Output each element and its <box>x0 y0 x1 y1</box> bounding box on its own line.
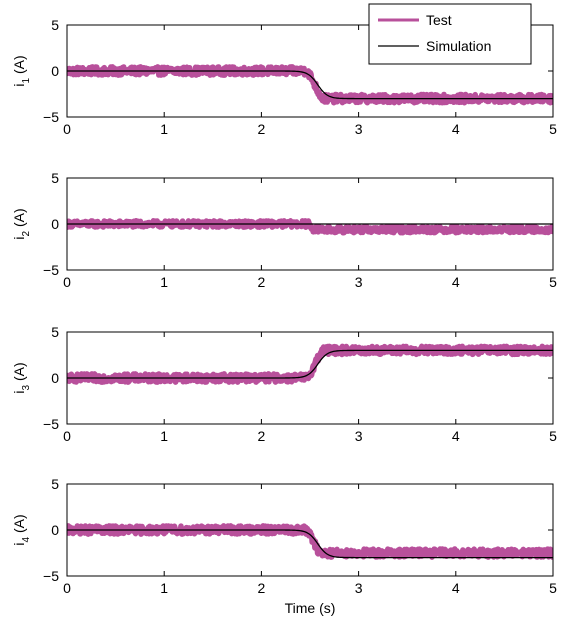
y-label-base: i <box>11 543 27 546</box>
x-axis-label: Time (s) <box>285 600 336 616</box>
x-tick-label: 1 <box>160 580 168 596</box>
series-test-line <box>67 64 553 106</box>
y-label-unit: (A) <box>11 362 27 385</box>
subplot-2: 0 1 2 3 4 550−5i2 (A) <box>11 170 557 290</box>
y-axis-label: i3 (A) <box>11 362 32 393</box>
y-label-subscript: 3 <box>21 385 32 391</box>
y-label-base: i <box>11 237 27 240</box>
y-tick-label: 5 <box>51 17 59 33</box>
x-tick-label: 1 <box>160 121 168 137</box>
x-tick-label: 0 <box>63 274 71 290</box>
x-tick-label: 4 <box>452 121 460 137</box>
y-tick-label: −5 <box>43 568 59 584</box>
x-tick-label: 1 <box>160 428 168 444</box>
y-axis-label: i4 (A) <box>11 514 32 545</box>
x-tick-label: 4 <box>452 274 460 290</box>
x-tick-label: 2 <box>258 121 266 137</box>
series-simulation-line <box>67 529 553 559</box>
x-tick-label: 4 <box>452 580 460 596</box>
y-tick-label: −5 <box>43 262 59 278</box>
x-tick-label: 3 <box>355 580 363 596</box>
y-tick-label: 0 <box>51 63 59 79</box>
legend-label-test: Test <box>426 12 452 28</box>
subplot-3: 0 1 2 3 4 550−5i3 (A) <box>11 324 557 444</box>
y-label-unit: (A) <box>11 55 27 78</box>
y-label-subscript: 2 <box>21 231 32 237</box>
y-label-unit: (A) <box>11 208 27 231</box>
x-tick-label: 2 <box>258 580 266 596</box>
x-tick-label: 0 <box>63 580 71 596</box>
y-tick-label: 0 <box>51 370 59 386</box>
y-label-unit: (A) <box>11 514 27 537</box>
plot-area <box>67 218 553 236</box>
y-label-base: i <box>11 391 27 394</box>
y-tick-label: 5 <box>51 324 59 340</box>
x-tick-label: 4 <box>452 428 460 444</box>
plot-area <box>67 343 553 385</box>
plot-area <box>67 64 553 106</box>
series-test-line <box>67 218 553 236</box>
x-tick-label: 3 <box>355 121 363 137</box>
y-label-base: i <box>11 84 27 87</box>
y-axis-label: i2 (A) <box>11 208 32 239</box>
legend-label-simulation: Simulation <box>426 38 491 54</box>
x-tick-label: 5 <box>549 428 557 444</box>
x-tick-label: 2 <box>258 428 266 444</box>
y-tick-label: 0 <box>51 216 59 232</box>
x-tick-label: 1 <box>160 274 168 290</box>
legend-box <box>368 3 532 65</box>
x-tick-label: 0 <box>63 121 71 137</box>
x-tick-label: 2 <box>258 274 266 290</box>
x-tick-label: 3 <box>355 274 363 290</box>
y-label-subscript: 4 <box>21 537 32 543</box>
x-tick-label: 5 <box>549 580 557 596</box>
series-test-line <box>67 343 553 385</box>
legend: Test Simulation <box>368 3 532 65</box>
y-tick-label: 5 <box>51 170 59 186</box>
x-tick-label: 5 <box>549 121 557 137</box>
y-tick-label: −5 <box>43 109 59 125</box>
y-axis-label: i1 (A) <box>11 55 32 86</box>
subplot-4: 0 1 2 3 4 550−5i4 (A)Time (s) <box>11 476 557 616</box>
y-tick-label: 0 <box>51 522 59 538</box>
series-simulation-line <box>67 70 553 100</box>
y-tick-label: 5 <box>51 476 59 492</box>
series-simulation-line <box>67 349 553 379</box>
x-tick-label: 0 <box>63 428 71 444</box>
plot-area <box>67 523 553 560</box>
y-label-subscript: 1 <box>21 78 32 84</box>
x-tick-label: 3 <box>355 428 363 444</box>
x-tick-label: 5 <box>549 274 557 290</box>
y-tick-label: −5 <box>43 416 59 432</box>
